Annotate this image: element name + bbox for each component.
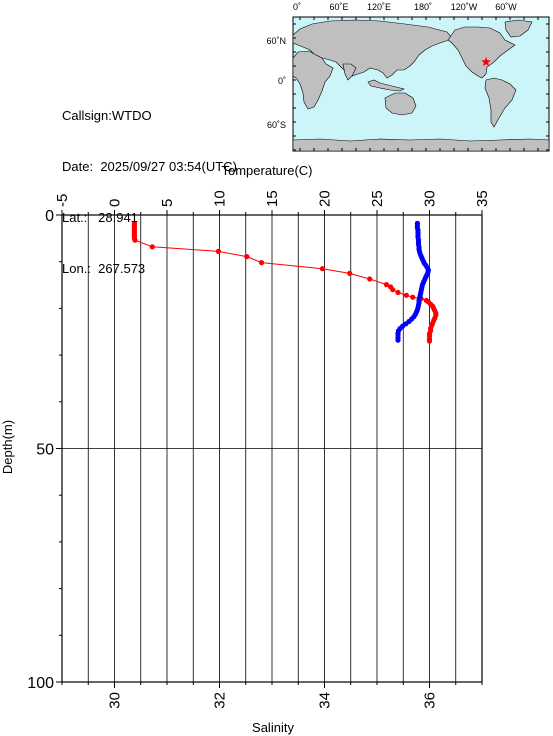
lon-row: Lon.: 267.573 [62,260,237,277]
station-info: Callsign:WTDO Date: 2025/09/27 03:54(UTC… [62,73,237,294]
lat-row: Lat.: 28.941 [62,209,237,226]
station-marker-star-icon [481,56,491,67]
temperature-tick-label: 30 [422,190,439,207]
temperature-tick-label: 35 [474,190,491,207]
world-map: 0˚ 60˚E 120˚E 180˚ 120˚W 60˚W 60˚N 0˚ 60… [266,2,550,152]
temperature-point [347,270,353,276]
salinity-tick-label: 34 [317,692,334,709]
temperature-point [395,289,401,296]
map-top-labels: 0˚ 60˚E 120˚E 180˚ 120˚W 60˚W [293,2,517,12]
lat-label: Lat.: [62,210,88,225]
callsign-row: Callsign:WTDO [62,107,237,124]
map-frame-ticks [293,17,549,151]
temperature-tick-label: 15 [264,190,281,207]
temperature-point [426,338,433,344]
map-label-lat-0: 0˚ [278,76,286,86]
temperature-axis-label: Temperature(C) [221,163,312,178]
temperature-tick-label: -5 [54,194,71,207]
callsign-label: Callsign: [62,108,112,123]
temperature-point [149,244,155,250]
temperature-tick-label: 25 [369,190,386,207]
temperature-point [215,248,221,254]
depth-tick-label: 50 [36,442,54,459]
date-row: Date: 2025/09/27 03:54(UTC) [62,158,237,175]
date-label: Date: [62,159,94,174]
date-value: 2025/09/27 03:54(UTC) [100,159,237,174]
map-label-lon-0: 0˚ [293,2,301,12]
map-label-lat-60n: 60˚N [266,36,286,46]
land-north-america [447,26,516,79]
land-india [342,63,357,81]
land-antarctica [292,138,550,152]
map-land [292,19,550,152]
salinity-tick-label: 30 [107,692,124,709]
temperature-point [132,237,138,243]
temperature-point [258,260,265,266]
lon-value: 267.573 [98,261,146,276]
salinity-point [395,337,401,343]
land-eurasia [292,19,453,79]
temperature-tick-label: 10 [212,190,229,207]
map-label-lat-60s: 60˚S [267,120,286,130]
temperature-tick-label: 5 [159,199,176,207]
plot-series [131,220,439,344]
map-label-lon-120w: 120˚W [451,2,478,12]
salinity-tick-label: 32 [212,692,229,709]
land-greenland [504,19,533,38]
land-africa [292,50,334,110]
map-label-lon-60w: 60˚W [495,2,517,12]
temperature-tick-label: 0 [107,199,124,207]
depth-tick-label: 100 [27,675,54,692]
plot-grid [62,215,482,682]
temperature-tick-label: 20 [317,190,334,207]
depth-axis-label: Depth(m) [0,420,15,474]
callsign-value: WTDO [111,108,152,123]
temperature-point [367,276,373,282]
land-south-america [484,77,517,128]
map-left-labels: 60˚N 0˚ 60˚S [266,36,286,130]
salinity-tick-label: 36 [422,692,439,709]
temperature-point [403,292,409,298]
plot-border [61,214,483,683]
lat-value: 28.941 [98,210,138,225]
map-label-lon-120e: 120˚E [367,2,391,12]
temperature-point [410,294,416,300]
depth-tick-label: 0 [45,208,54,225]
map-label-lon-180: 180˚ [414,2,432,12]
temperature-point [383,282,389,288]
lon-label: Lon.: [62,261,91,276]
temperature-point [244,254,250,260]
salinity-axis-label: Salinity [252,720,294,735]
map-label-lon-60e: 60˚E [329,2,348,12]
land-australia [384,92,417,116]
land-indonesia [367,79,405,92]
temperature-point [390,287,396,293]
temperature-point [319,266,325,272]
